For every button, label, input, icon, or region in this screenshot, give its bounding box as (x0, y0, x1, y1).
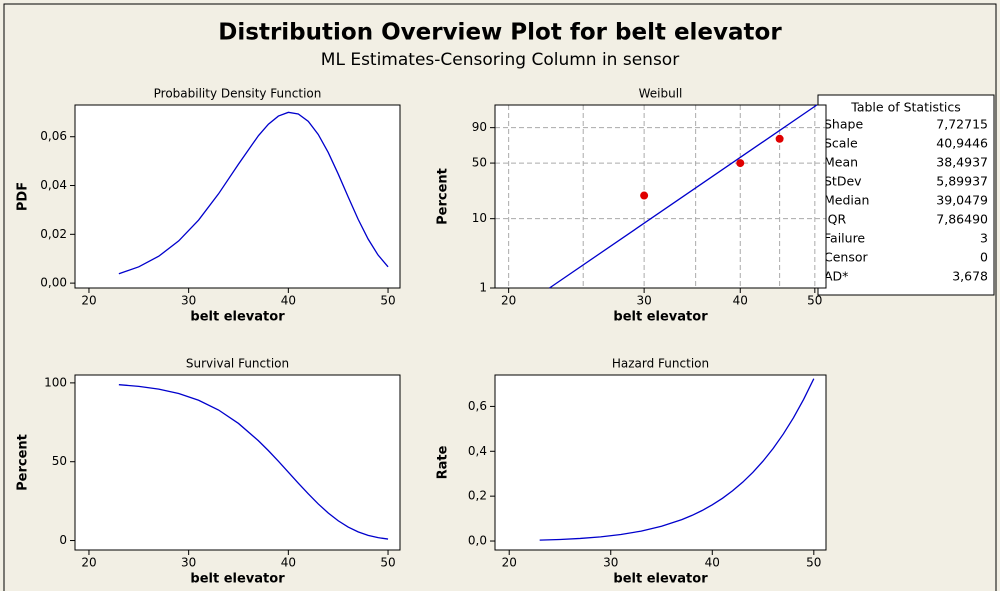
x-axis-label: belt elevator (190, 310, 285, 325)
stat-name: Median (824, 193, 869, 208)
x-tick-label: 30 (181, 294, 196, 308)
stat-name: Censor (824, 250, 869, 265)
y-tick-label: 1 (479, 281, 487, 295)
stat-value: 7,86490 (936, 212, 988, 227)
x-tick-label: 50 (806, 556, 821, 570)
x-tick-label: 30 (636, 294, 651, 308)
main-title: Distribution Overview Plot for belt elev… (218, 20, 782, 46)
y-tick-label: 0,6 (468, 399, 487, 413)
stat-value: 5,89937 (936, 174, 988, 189)
plot-frame (74, 374, 401, 551)
stat-value: 38,4937 (936, 155, 988, 170)
y-tick-label: 50 (472, 156, 487, 170)
x-tick-label: 30 (603, 556, 618, 570)
plot-frame (494, 374, 827, 551)
stat-name: IQR (824, 212, 847, 227)
y-tick-label: 10 (472, 211, 487, 225)
plot-area (75, 105, 400, 288)
y-tick-label: 0,4 (468, 444, 487, 458)
y-tick-label: 0,02 (40, 227, 67, 241)
data-point (736, 159, 745, 168)
stat-name: Mean (824, 155, 858, 170)
y-axis-label: PDF (16, 182, 31, 211)
x-tick-label: 50 (380, 294, 395, 308)
x-tick-label: 20 (501, 294, 516, 308)
x-tick-label: 40 (281, 294, 296, 308)
plot-frame (74, 104, 401, 289)
stat-name: AD* (824, 269, 848, 284)
x-tick-label: 30 (181, 556, 196, 570)
stat-name: Failure (824, 231, 865, 246)
x-tick-label: 20 (81, 556, 96, 570)
plot-area (495, 375, 826, 550)
y-tick-label: 0,04 (40, 178, 67, 192)
panel-title: Hazard Function (612, 357, 709, 371)
curve (539, 378, 815, 541)
y-tick-label: 100 (44, 375, 67, 389)
panel-title: Probability Density Function (154, 87, 322, 101)
x-tick-label: 20 (502, 556, 517, 570)
stats-box (817, 94, 995, 296)
panel-title: Weibull (639, 87, 683, 101)
data-point (775, 134, 784, 143)
data-point (640, 191, 649, 200)
y-tick-label: 0 (59, 533, 67, 547)
curve (549, 104, 818, 289)
stat-name: StDev (824, 174, 862, 189)
x-tick-label: 40 (733, 294, 748, 308)
y-axis-label: Rate (436, 445, 451, 479)
x-axis-label: belt elevator (613, 310, 708, 325)
x-axis-label: belt elevator (190, 572, 285, 587)
x-tick-label: 50 (380, 556, 395, 570)
y-tick-label: 90 (472, 120, 487, 134)
y-axis-label: Percent (436, 168, 451, 225)
curve (118, 111, 389, 275)
x-tick-label: 20 (81, 294, 96, 308)
y-tick-label: 0,2 (468, 489, 487, 503)
plot-area (75, 375, 400, 550)
x-tick-label: 40 (281, 556, 296, 570)
y-axis-label: Percent (16, 434, 31, 491)
curve (118, 384, 389, 540)
x-axis-label: belt elevator (613, 572, 708, 587)
y-tick-label: 0,0 (468, 534, 487, 548)
stat-value: 39,0479 (936, 193, 988, 208)
panel-title: Survival Function (186, 357, 289, 371)
plot-area (495, 105, 826, 288)
subtitle: ML Estimates-Censoring Column in sensor (321, 50, 679, 70)
x-tick-label: 50 (807, 294, 822, 308)
stat-value: 40,9446 (936, 136, 988, 151)
stats-title: Table of Statistics (850, 100, 960, 115)
y-tick-label: 50 (52, 454, 67, 468)
stat-value: 7,72715 (936, 117, 988, 132)
plot-frame (494, 104, 827, 289)
stat-value: 3,678 (952, 269, 988, 284)
stat-value: 3 (980, 231, 988, 246)
stat-name: Shape (824, 117, 863, 132)
x-tick-label: 40 (705, 556, 720, 570)
y-tick-label: 0,00 (40, 276, 67, 290)
stat-value: 0 (980, 250, 988, 265)
y-tick-label: 0,06 (40, 129, 67, 143)
stat-name: Scale (824, 136, 858, 151)
